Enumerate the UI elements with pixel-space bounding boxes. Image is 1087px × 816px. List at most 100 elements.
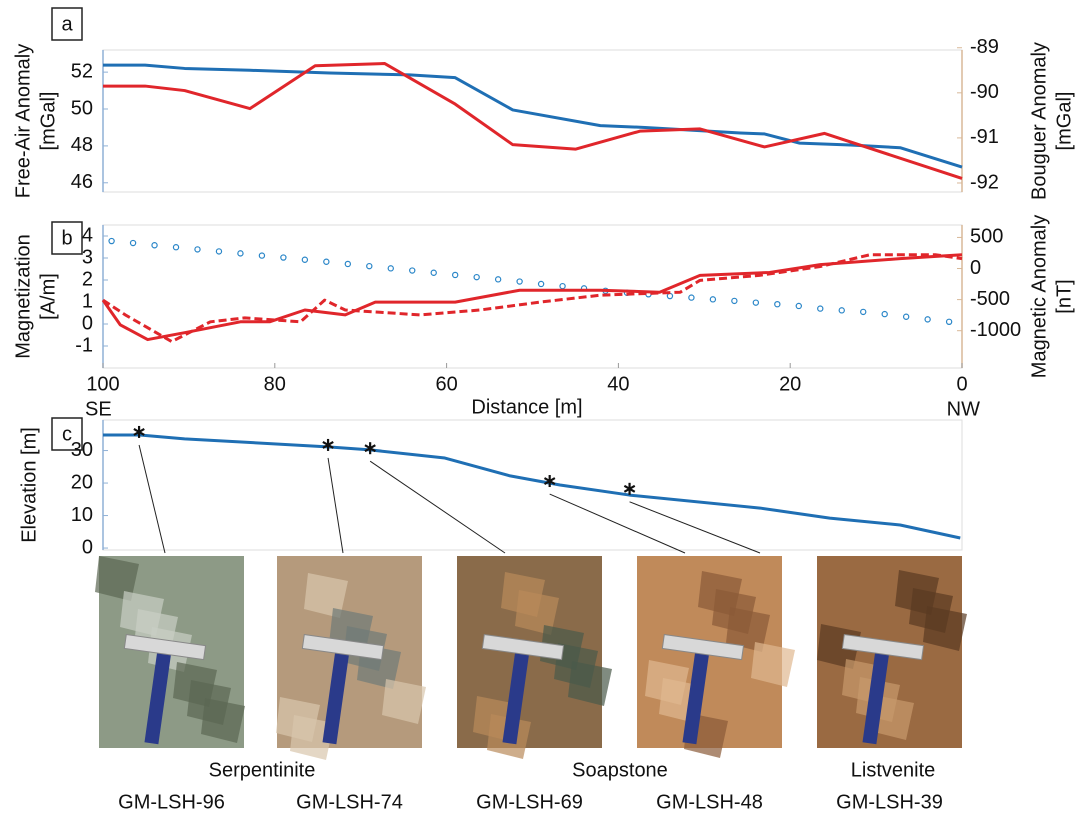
data-point: [409, 267, 416, 274]
y-tick-label: 4: [82, 224, 93, 246]
data-point: [774, 301, 781, 308]
y-tick-label: 20: [71, 471, 93, 493]
plot-frame: [102, 419, 963, 551]
y2-axis-label: [nT]: [1053, 279, 1075, 313]
y2-tick-label: -92: [970, 171, 999, 193]
data-point: [881, 310, 888, 318]
sample-id: GM-LSH-39: [836, 791, 943, 813]
y-axis-label: Elevation [m]: [18, 427, 40, 543]
panel-label: a: [61, 13, 73, 35]
sample-photo: [637, 556, 795, 758]
sample-photo: [457, 556, 612, 759]
rock-facet: [120, 591, 164, 636]
data-line: [103, 433, 961, 540]
y-tick-label: 3: [82, 246, 93, 268]
data-point: [559, 282, 566, 290]
panel-label: b: [61, 227, 72, 249]
x-tick-label: 20: [779, 373, 801, 395]
sample-marker: [322, 438, 334, 451]
sample-id: GM-LSH-74: [296, 791, 403, 813]
hammer-head: [481, 633, 565, 661]
y-tick-label: 30: [71, 439, 93, 461]
rock-facet: [501, 572, 545, 617]
data-point: [108, 237, 115, 245]
hammer-handle: [322, 651, 350, 745]
sample-marker: [133, 425, 145, 438]
data-point: [129, 239, 137, 247]
y-tick-label: 52: [71, 60, 93, 82]
data-point: [516, 278, 523, 285]
asterisk-stroke: [364, 444, 376, 453]
data-point: [323, 258, 330, 265]
panel-label-box: [51, 221, 83, 255]
data-point: [172, 244, 180, 251]
data-point: [860, 308, 867, 316]
y-axis-label: Free-Air Anomaly: [12, 44, 34, 199]
data-point: [237, 250, 244, 257]
data-line: [101, 253, 963, 342]
asterisk-stroke: [623, 484, 636, 493]
data-point: [924, 316, 931, 323]
y2-tick-label: -1000: [970, 319, 1021, 341]
data-point: [838, 307, 845, 314]
y2-tick-label: -89: [970, 36, 999, 58]
y-tick-label: 2: [82, 268, 93, 290]
data-point: [473, 273, 480, 281]
panel-label: c: [62, 423, 72, 445]
data-point: [945, 318, 953, 325]
data-point: [731, 297, 738, 305]
y2-tick-label: -90: [970, 81, 999, 103]
sample-marker: [623, 482, 636, 495]
sample-id: GM-LSH-96: [118, 791, 225, 813]
asterisk-stroke: [322, 440, 334, 449]
sample-connector: [549, 493, 686, 554]
data-point: [430, 269, 437, 276]
y-tick-label: 10: [71, 504, 93, 526]
panel-label-box: [51, 7, 83, 41]
y-tick-label: 0: [82, 312, 93, 334]
rock-facet: [95, 556, 139, 601]
data-point: [280, 254, 287, 261]
sample-id: GM-LSH-48: [656, 791, 763, 813]
data-point: [301, 256, 309, 263]
y2-tick-label: 0: [970, 257, 981, 279]
data-line: [103, 62, 963, 180]
sample-photo: [276, 556, 426, 760]
rock-type: Listvenite: [851, 759, 936, 781]
data-point: [451, 271, 459, 279]
sample-photo: [95, 556, 245, 748]
y-axis-label: [A/m]: [37, 273, 59, 320]
sample-marker: [543, 475, 556, 488]
hammer-head: [301, 633, 385, 661]
panel-label-box: [51, 417, 83, 451]
hammer-handle: [862, 651, 890, 745]
rock-type: Serpentinite: [209, 759, 316, 781]
y-tick-label: 1: [82, 290, 93, 312]
data-point: [688, 294, 695, 301]
data-line: [103, 63, 963, 169]
hammer-handle: [144, 651, 172, 745]
data-point: [215, 248, 223, 255]
y-axis-label: [mGal]: [37, 92, 59, 151]
y-tick-label: 50: [71, 97, 93, 119]
x-axis-label: Distance [m]: [471, 396, 582, 418]
plot-frame: [102, 224, 963, 369]
rock-facet: [698, 571, 742, 616]
data-point: [537, 280, 545, 288]
rock-facet: [895, 570, 939, 615]
y-tick-label: 46: [71, 171, 93, 193]
rock-facet: [382, 679, 426, 724]
x-end-label: NW: [947, 398, 980, 420]
x-end-label: SE: [85, 398, 112, 420]
x-tick-label: 80: [264, 373, 286, 395]
sample-marker: [364, 442, 376, 455]
rock-facet: [276, 697, 320, 742]
x-tick-label: 100: [86, 373, 119, 395]
y2-tick-label: -500: [970, 288, 1010, 310]
y-tick-label: 0: [82, 536, 93, 558]
data-point: [902, 313, 910, 320]
data-point: [387, 265, 394, 272]
y-tick-label: 48: [71, 134, 93, 156]
data-point: [494, 276, 502, 283]
